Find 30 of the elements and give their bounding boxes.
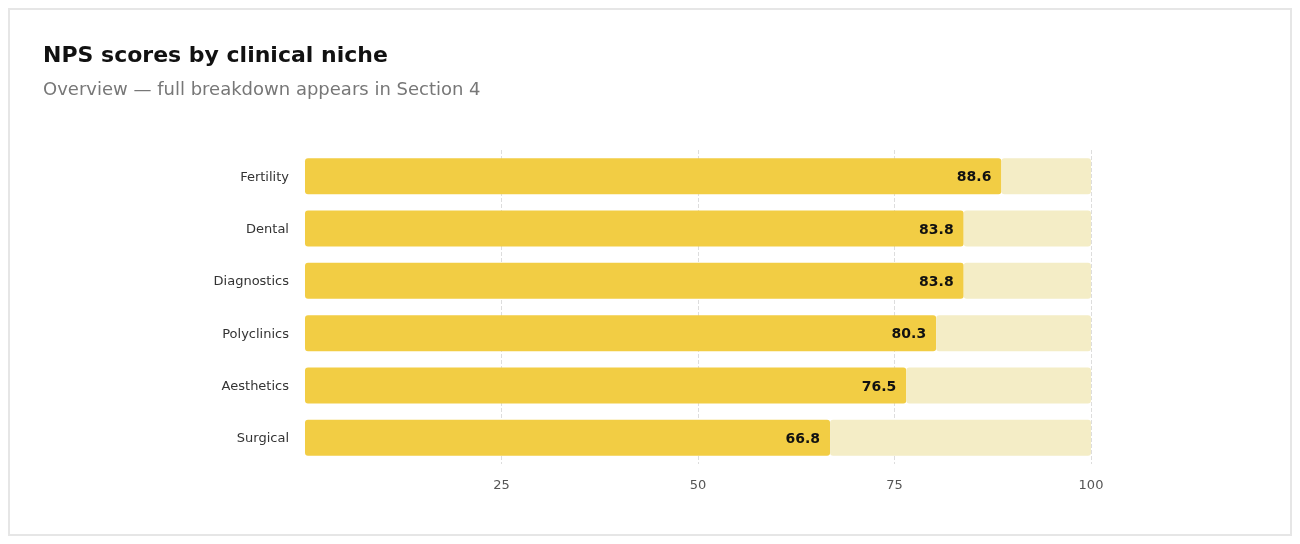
data-label: 88.6 [956, 168, 992, 185]
y-tick-label: Polyclinics [222, 325, 290, 341]
x-tick-label: 75 [886, 477, 903, 492]
bar [305, 367, 907, 404]
data-label: 66.8 [785, 429, 821, 446]
bar [963, 210, 1091, 247]
y-tick-label: Surgical [236, 430, 289, 446]
chart-subtitle: Overview — full breakdown appears in Section 4 [43, 77, 481, 99]
y-tick-label: Dental [246, 221, 289, 236]
bar [1001, 158, 1091, 195]
bar [305, 210, 964, 247]
bar [305, 419, 831, 456]
data-label: 83.8 [919, 272, 954, 289]
bar [830, 419, 1091, 456]
x-tick-label: 25 [493, 477, 510, 492]
bar [305, 262, 964, 299]
bar [305, 315, 937, 352]
x-tick-label: 100 [1078, 477, 1104, 492]
data-label: 76.5 [861, 377, 897, 394]
bar [963, 262, 1091, 299]
y-tick-label: Aesthetics [221, 378, 290, 393]
x-tick-label: 50 [689, 477, 707, 492]
data-label: 80.3 [891, 325, 927, 342]
bar [305, 158, 1002, 195]
chart-title: NPS scores by clinical niche [43, 41, 388, 67]
bar [906, 367, 1091, 404]
y-tick-label: Diagnostics [213, 273, 290, 289]
bar [936, 315, 1091, 352]
data-label: 83.8 [919, 220, 954, 237]
y-tick-label: Fertility [240, 168, 290, 184]
